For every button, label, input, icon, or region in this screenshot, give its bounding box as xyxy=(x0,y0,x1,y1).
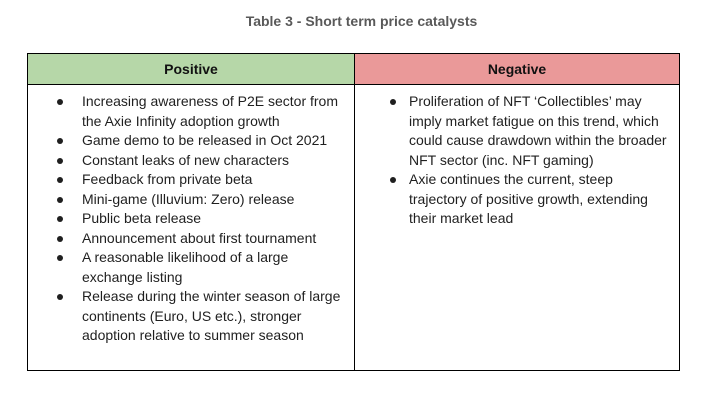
list-item-text: A reasonable likelihood of a large excha… xyxy=(82,249,289,285)
list-item-text: Announcement about first tournament xyxy=(82,229,317,246)
negative-header: Negative xyxy=(355,54,679,85)
negative-cell: Proliferation of NFT ‘Collectibles’ may … xyxy=(355,85,679,370)
bullet-icon xyxy=(57,138,63,144)
list-item: Constant leaks of new characters xyxy=(34,151,348,171)
table-title: Table 3 - Short term price catalysts xyxy=(245,13,478,29)
list-item: Announcement about first tournament xyxy=(34,229,348,249)
bullet-icon xyxy=(57,157,63,164)
list-item: A reasonable likelihood of a large excha… xyxy=(34,248,348,287)
bullet-icon xyxy=(57,216,63,222)
list-item: Mini-game (Illuvium: Zero) release xyxy=(34,190,348,210)
bullet-icon xyxy=(390,99,396,105)
bullet-icon xyxy=(57,196,63,203)
list-item: Proliferation of NFT ‘Collectibles’ may … xyxy=(361,92,673,170)
bullet-icon xyxy=(57,294,63,300)
list-item: Public beta release xyxy=(34,209,348,229)
catalyst-table: Positive Negative Increasing awareness o… xyxy=(27,53,680,371)
bullet-icon xyxy=(57,99,63,105)
bullet-icon xyxy=(57,235,63,242)
list-item: Increasing awareness of P2E sector from … xyxy=(34,92,348,131)
list-item-text: Axie continues the current, steep trajec… xyxy=(409,171,648,226)
positive-header: Positive xyxy=(28,54,355,85)
list-item-text: Release during the winter season of larg… xyxy=(82,288,341,343)
list-item-text: Game demo to be released in Oct 2021 xyxy=(82,132,328,148)
list-item-text: Mini-game (Illuvium: Zero) release xyxy=(82,190,295,207)
negative-list: Proliferation of NFT ‘Collectibles’ may … xyxy=(361,92,673,229)
positive-cell: Increasing awareness of P2E sector from … xyxy=(28,85,355,370)
list-item-text: Public beta release xyxy=(82,210,202,226)
bullet-icon xyxy=(57,177,63,183)
positive-list: Increasing awareness of P2E sector from … xyxy=(34,92,348,346)
list-item-text: Increasing awareness of P2E sector from … xyxy=(82,93,339,129)
list-item: Axie continues the current, steep trajec… xyxy=(361,170,673,229)
list-item: Feedback from private beta xyxy=(34,170,348,190)
list-item-text: Constant leaks of new characters xyxy=(82,151,289,168)
list-item: Release during the winter season of larg… xyxy=(34,287,348,346)
list-item: Game demo to be released in Oct 2021 xyxy=(34,131,348,151)
list-item-text: Feedback from private beta xyxy=(82,171,253,187)
list-item-text: Proliferation of NFT ‘Collectibles’ may … xyxy=(409,93,667,168)
bullet-icon xyxy=(390,177,396,183)
bullet-icon xyxy=(57,255,63,261)
